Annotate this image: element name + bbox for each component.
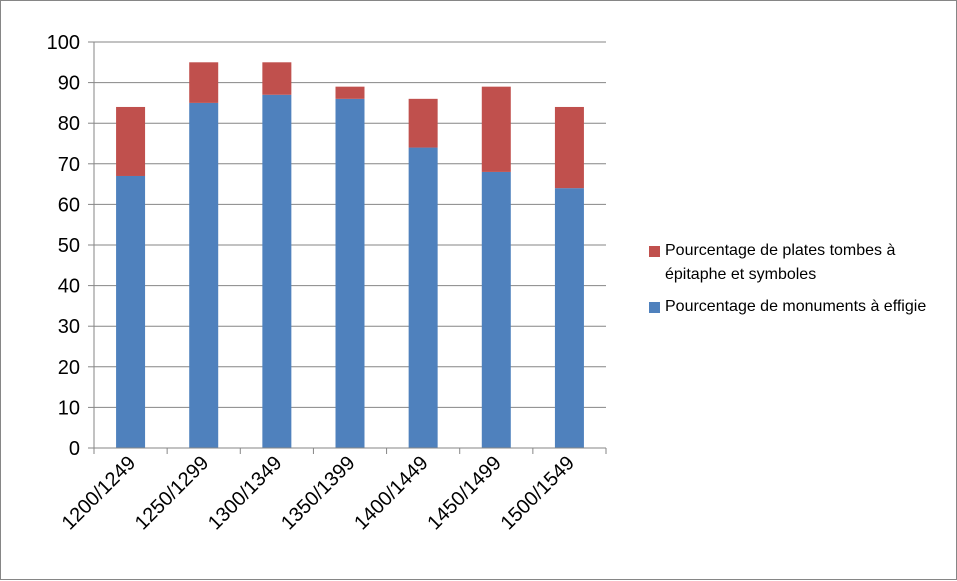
legend-item-plates-tombes: Pourcentage de plates tombes à épitaphe …	[649, 239, 949, 287]
bar-monuments-effigie-1250-1299	[189, 102, 219, 449]
x-tick-labels: 1200/12491250/12991300/13491350/13991400…	[58, 452, 579, 534]
bar-monuments-effigie-1400-1449	[408, 147, 438, 448]
bar-plates-tombes-1200-1249	[116, 106, 146, 176]
y-tick-labels: 0 10 20 30 40 50 60 70 80 90 100	[47, 32, 80, 460]
bar-monuments-effigie-1200-1249	[116, 175, 146, 449]
y-tick-label: 100	[47, 32, 80, 54]
y-tick-label: 40	[58, 276, 80, 298]
y-tick-label: 20	[58, 357, 80, 379]
bar-plates-tombes-1450-1499	[481, 86, 511, 172]
bar-plates-tombes-1300-1349	[262, 62, 292, 95]
y-tick-label: 50	[58, 235, 80, 257]
y-tick-label: 10	[58, 397, 80, 419]
bar-plates-tombes-1350-1399	[335, 86, 365, 99]
y-tick-label: 70	[58, 154, 80, 176]
y-tick-label: 80	[58, 113, 80, 135]
bar-monuments-effigie-1300-1349	[262, 94, 292, 448]
y-tick-label: 90	[58, 73, 80, 95]
x-tick-label: 1450/1499	[423, 452, 505, 534]
x-tick-label: 1200/1249	[58, 452, 140, 534]
legend-label-plates-tombes: Pourcentage de plates tombes à épitaphe …	[665, 242, 896, 283]
y-tick-label: 0	[69, 438, 80, 460]
legend-label-monuments-effigie: Pourcentage de monuments à effigie	[665, 298, 927, 315]
x-tick-label: 1300/1349	[204, 452, 286, 534]
bar-plates-tombes-1400-1449	[408, 98, 438, 148]
bar-monuments-effigie-1500-1549	[554, 188, 584, 448]
axes	[88, 41, 607, 454]
bars	[116, 62, 584, 449]
bar-plates-tombes-1250-1299	[189, 62, 219, 103]
legend-swatch-plates-tombes	[649, 246, 660, 257]
x-tick-label: 1500/1549	[497, 452, 579, 534]
legend: Pourcentage de plates tombes à épitaphe …	[649, 239, 949, 327]
x-tick-label: 1400/1449	[350, 452, 432, 534]
x-tick-label: 1350/1399	[277, 452, 359, 534]
y-tick-label: 30	[58, 316, 80, 338]
legend-swatch-monuments-effigie	[649, 302, 660, 313]
x-tick-label: 1250/1299	[131, 452, 213, 534]
y-tick-label: 60	[58, 194, 80, 216]
bar-monuments-effigie-1450-1499	[481, 171, 511, 449]
bar-plates-tombes-1500-1549	[554, 106, 584, 189]
legend-item-monuments-effigie: Pourcentage de monuments à effigie	[649, 295, 949, 319]
bar-monuments-effigie-1350-1399	[335, 98, 365, 448]
